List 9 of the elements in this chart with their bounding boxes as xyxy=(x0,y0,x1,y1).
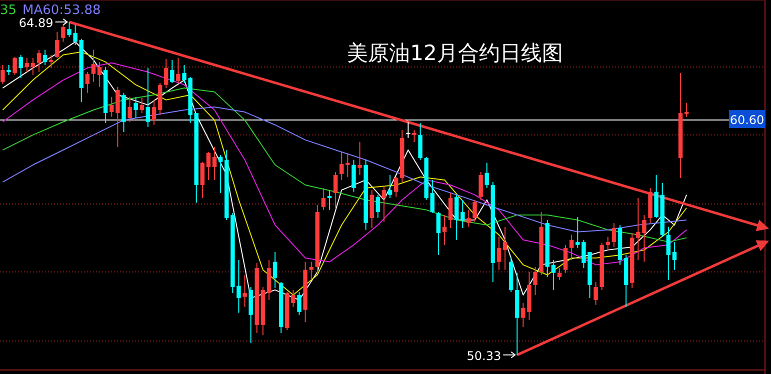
ref-line-label: 60.60 xyxy=(730,113,764,128)
text: 美原油12月合约日线图 xyxy=(347,41,563,65)
ref-label: 60.60 xyxy=(729,110,765,128)
annotation: 35 xyxy=(0,3,17,18)
annotation: 64.89 xyxy=(18,16,54,30)
note: 64.89 xyxy=(18,16,68,30)
annotation: 50.33 xyxy=(466,348,502,363)
note: 50.33 xyxy=(466,348,516,363)
text: MA60:53.88 xyxy=(22,3,101,18)
